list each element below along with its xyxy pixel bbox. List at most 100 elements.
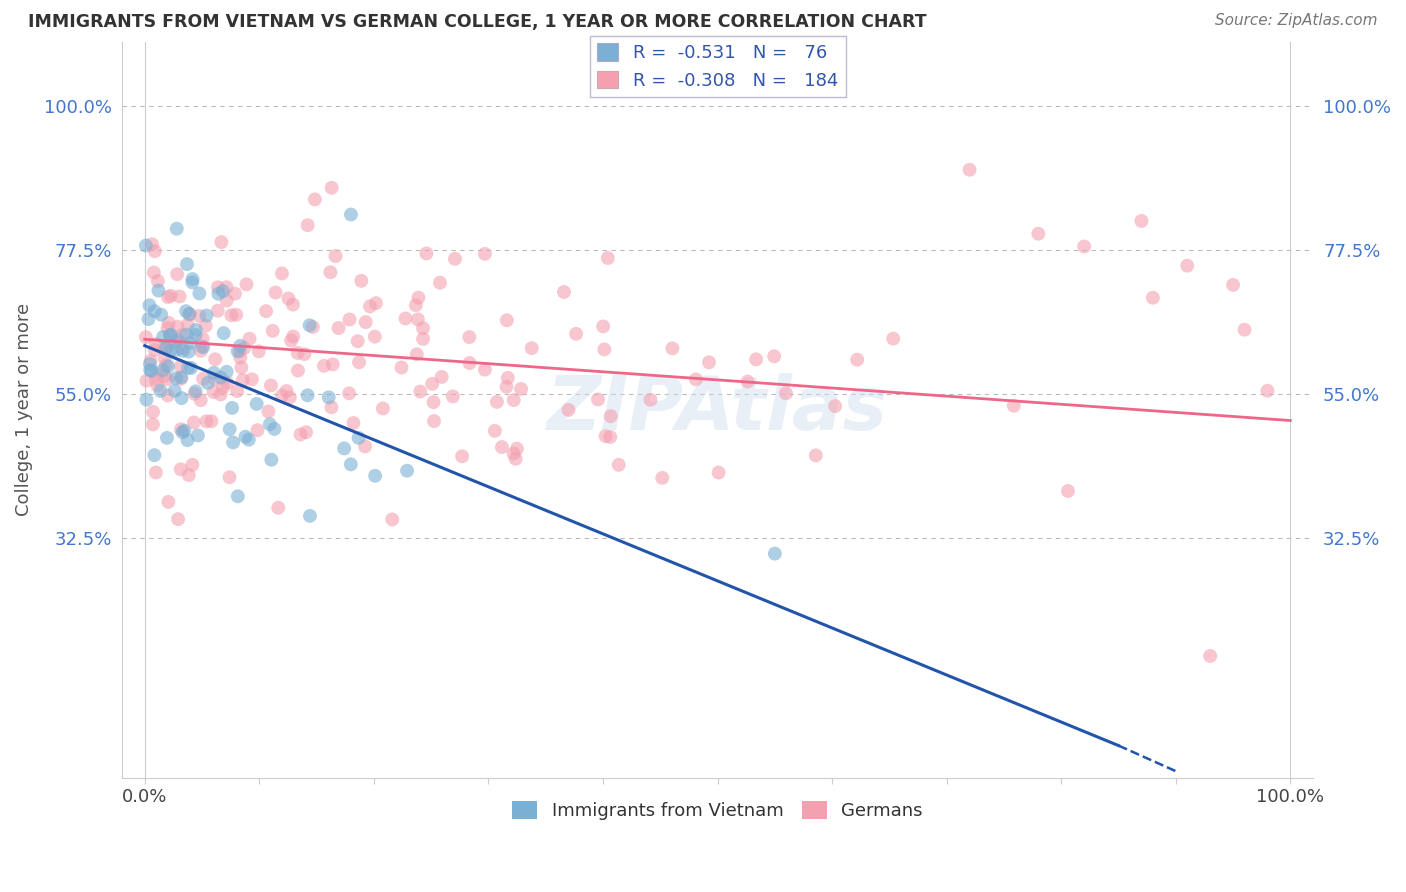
Point — [1256, 384, 1278, 398]
Point — [254, 304, 277, 318]
Point — [145, 337, 167, 351]
Point — [152, 363, 174, 377]
Point — [163, 335, 186, 350]
Point — [350, 274, 373, 288]
Point — [204, 372, 226, 386]
Point — [238, 433, 260, 447]
Point — [212, 284, 235, 298]
Point — [183, 416, 205, 430]
Point — [233, 341, 256, 355]
Point — [318, 390, 340, 404]
Point — [159, 289, 181, 303]
Point — [145, 466, 167, 480]
Point — [451, 450, 474, 464]
Point — [412, 332, 434, 346]
Point — [415, 246, 437, 260]
Point — [737, 375, 759, 389]
Point — [339, 312, 361, 326]
Point — [235, 430, 257, 444]
Point — [474, 362, 496, 376]
Point — [359, 299, 381, 313]
Point — [150, 308, 173, 322]
Point — [485, 395, 508, 409]
Point — [592, 319, 614, 334]
Point — [441, 389, 464, 403]
Point — [172, 343, 194, 358]
Point — [458, 356, 481, 370]
Point — [202, 384, 225, 399]
Point — [195, 309, 218, 323]
Point — [297, 218, 319, 232]
Point — [271, 267, 294, 281]
Point — [304, 193, 326, 207]
Point — [319, 265, 342, 279]
Point — [167, 512, 190, 526]
Point — [135, 330, 157, 344]
Point — [430, 370, 453, 384]
Point — [200, 414, 222, 428]
Point — [166, 333, 188, 347]
Point — [142, 417, 165, 432]
Point — [172, 425, 194, 440]
Point — [179, 307, 201, 321]
Point — [391, 360, 413, 375]
Point — [301, 320, 323, 334]
Point — [321, 181, 343, 195]
Point — [347, 355, 370, 369]
Point — [156, 321, 179, 335]
Point — [176, 257, 198, 271]
Point — [1233, 323, 1256, 337]
Point — [763, 349, 786, 363]
Point — [381, 512, 404, 526]
Point — [337, 386, 360, 401]
Point — [138, 298, 160, 312]
Point — [333, 442, 356, 456]
Point — [1002, 399, 1025, 413]
Point — [157, 316, 180, 330]
Point — [163, 384, 186, 398]
Point — [170, 327, 193, 342]
Point — [155, 339, 177, 353]
Point — [179, 335, 201, 350]
Point — [221, 401, 243, 415]
Point — [153, 341, 176, 355]
Point — [157, 495, 180, 509]
Point — [1142, 291, 1164, 305]
Point — [135, 392, 157, 407]
Point — [396, 464, 419, 478]
Point — [278, 390, 301, 404]
Point — [354, 315, 377, 329]
Point — [141, 364, 163, 378]
Y-axis label: College, 1 year or more: College, 1 year or more — [15, 303, 32, 516]
Point — [184, 328, 207, 343]
Point — [287, 363, 309, 377]
Point — [172, 341, 194, 355]
Point — [135, 374, 157, 388]
Point — [215, 376, 238, 390]
Point — [184, 384, 207, 399]
Point — [179, 307, 201, 321]
Point — [496, 371, 519, 385]
Point — [153, 351, 176, 366]
Point — [340, 207, 363, 221]
Point — [775, 386, 797, 401]
Point — [495, 379, 517, 393]
Point — [593, 343, 616, 357]
Point — [218, 422, 240, 436]
Point — [191, 372, 214, 386]
Point — [262, 324, 284, 338]
Point — [139, 353, 162, 368]
Point — [229, 351, 252, 365]
Point — [565, 326, 588, 341]
Point — [246, 423, 269, 437]
Point — [142, 266, 165, 280]
Point — [260, 452, 283, 467]
Point — [225, 308, 247, 322]
Point — [149, 384, 172, 398]
Point — [661, 342, 683, 356]
Point — [458, 330, 481, 344]
Point — [1130, 214, 1153, 228]
Point — [444, 252, 467, 266]
Point — [260, 378, 283, 392]
Point — [215, 280, 238, 294]
